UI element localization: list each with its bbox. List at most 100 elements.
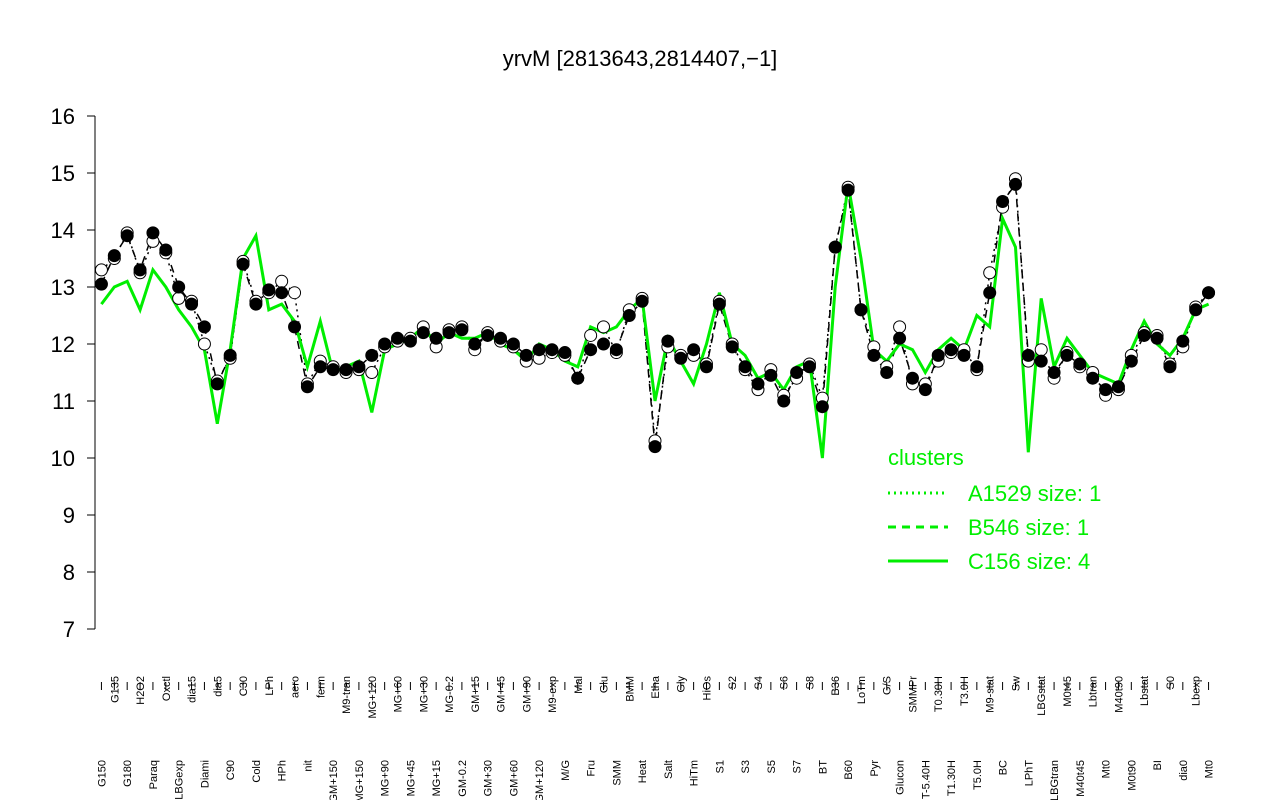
data-point <box>172 291 186 305</box>
x-tick-label: GM+15 <box>470 676 482 712</box>
x-tick-label: GM+90 <box>521 676 533 712</box>
x-tick-label: M9-stat <box>985 676 997 713</box>
x-tick-label: T5.0H <box>972 760 984 790</box>
y-tick-label: 11 <box>52 389 75 414</box>
data-point <box>107 249 121 263</box>
data-point <box>815 400 829 414</box>
x-tick-label: M/G <box>560 760 572 781</box>
data-point <box>288 320 302 334</box>
data-point <box>249 297 263 311</box>
data-point <box>236 257 250 271</box>
x-tick-label: Lbexp <box>1191 676 1203 706</box>
y-tick-label: 7 <box>63 617 75 642</box>
x-tick-label: GM+120 <box>534 760 546 800</box>
data-point <box>996 195 1010 208</box>
x-tick-label: M9-exp <box>547 676 559 713</box>
x-tick-label: GM+30 <box>483 760 495 796</box>
x-tick-label: LBGstat <box>1036 676 1048 716</box>
x-tick-label: BI <box>1152 760 1164 770</box>
x-tick-label: ferm <box>315 676 327 698</box>
x-tick-label: S3 <box>740 760 752 773</box>
x-tick-label: MG+30 <box>418 676 430 712</box>
x-tick-label: HPh <box>277 760 289 781</box>
x-tick-label: G150 <box>96 760 108 787</box>
data-point <box>597 320 611 334</box>
data-point <box>442 326 456 340</box>
x-tick-label: GM+60 <box>508 760 520 796</box>
data-point <box>1189 303 1203 317</box>
data-point <box>880 366 894 379</box>
x-tick-label: GM-0.2 <box>457 760 469 797</box>
x-tick-label: C30 <box>238 676 250 696</box>
data-point <box>1111 380 1125 394</box>
series-line <box>100 182 1210 447</box>
data-point <box>339 363 353 377</box>
data-point <box>751 377 765 391</box>
data-point <box>365 348 379 362</box>
data-point <box>288 286 302 300</box>
data-point <box>326 363 340 377</box>
data-point <box>622 309 636 322</box>
x-tick-label: Mal <box>573 676 585 694</box>
data-point <box>674 351 688 365</box>
data-point <box>893 320 907 334</box>
data-point <box>519 348 533 362</box>
x-tick-label: LBGtran <box>1049 760 1061 800</box>
x-tick-label: LoTm <box>856 676 868 704</box>
x-tick-label: Lbtran <box>1088 676 1100 707</box>
data-point <box>300 380 314 394</box>
x-tick-label: Glu <box>599 676 611 693</box>
x-tick-label: LBGexp <box>174 760 186 800</box>
data-point <box>352 360 366 374</box>
x-tick-label: dia0 <box>1178 760 1190 781</box>
x-tick-label: Glucon <box>895 760 907 795</box>
data-point <box>1034 343 1048 357</box>
x-tick-label: SMM <box>611 760 623 786</box>
data-point <box>545 343 559 357</box>
data-point <box>802 360 816 374</box>
y-tick-label: 12 <box>51 332 75 357</box>
data-point <box>197 320 211 334</box>
data-point <box>494 331 508 345</box>
x-tick-label: Oxctl <box>161 676 173 701</box>
x-tick-label: Mt0 <box>1204 760 1216 778</box>
data-point <box>1202 286 1216 300</box>
data-point <box>532 343 546 357</box>
x-tick-label: MG+90 <box>380 760 392 796</box>
data-point <box>275 274 289 288</box>
data-point <box>1124 354 1138 368</box>
x-tick-label: C90 <box>225 760 237 780</box>
data-point <box>416 326 430 340</box>
data-point <box>699 360 713 374</box>
x-tick-label: GM+45 <box>496 676 508 712</box>
x-tick-label: M40t45 <box>1075 760 1087 797</box>
data-point <box>1073 357 1087 371</box>
data-point <box>1137 328 1151 342</box>
data-point <box>893 331 907 345</box>
data-point <box>262 283 276 297</box>
x-tick-label: S6 <box>779 676 791 689</box>
x-tick-label: Lbstat <box>1139 676 1151 706</box>
data-point <box>172 280 186 294</box>
x-tick-label: HiTm <box>689 760 701 786</box>
data-point <box>506 337 520 351</box>
x-tick-label: S7 <box>792 760 804 773</box>
data-point <box>378 337 392 351</box>
data-point <box>313 360 327 374</box>
data-point <box>197 337 211 351</box>
data-point <box>403 334 417 348</box>
x-tick-label: dia5 <box>212 676 224 697</box>
y-tick-label: 14 <box>51 218 75 243</box>
x-tick-label: SMMPr <box>907 676 919 713</box>
data-point <box>391 331 405 345</box>
data-point <box>931 348 945 362</box>
data-point <box>661 334 675 348</box>
x-tick-label: GM+150 <box>328 760 340 800</box>
x-tick-label: S4 <box>753 676 765 689</box>
data-point <box>597 337 611 351</box>
data-point <box>764 368 778 382</box>
data-point <box>584 328 598 342</box>
x-tick-label: MG+120 <box>367 676 379 719</box>
x-tick-label: Etha <box>650 675 662 699</box>
